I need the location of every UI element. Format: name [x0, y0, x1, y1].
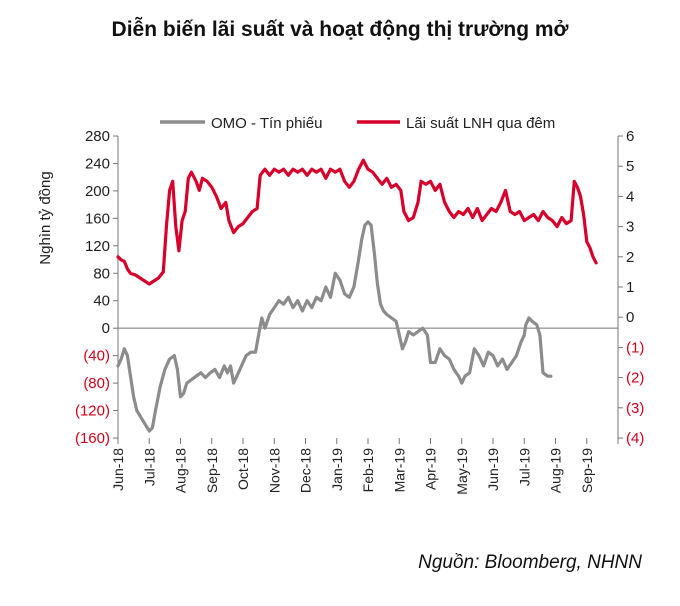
y-right-tick-label: 1: [626, 279, 634, 296]
y-left-tick-label: 160: [85, 210, 110, 227]
y-right-tick-label: (4): [626, 430, 644, 447]
chart-title: Diễn biến lãi suất và hoạt động thị trườ…: [111, 18, 569, 41]
y-left-tick-label: (160): [75, 430, 110, 447]
x-tick-label: Jun-18: [110, 448, 126, 491]
plot-area: [116, 158, 598, 433]
y-left-tick-label: 40: [93, 293, 110, 310]
x-tick-label: Sep-19: [579, 448, 595, 493]
x-tick-label: Sep-18: [204, 448, 220, 493]
x-tick-label: Jun-19: [485, 448, 501, 491]
y-right-tick-label: 3: [626, 219, 634, 236]
x-tick-label: Aug-19: [548, 448, 564, 493]
y-left-tick-label: (120): [75, 403, 110, 420]
y-right-tick-label: (3): [626, 400, 644, 417]
y-right-tick-label: (2): [626, 370, 644, 387]
x-tick-label: Apr-19: [423, 448, 439, 490]
y-left-tick-label: 240: [85, 155, 110, 172]
chart-legend: OMO - Tín phiếu Lãi suất LNH qua đêm: [160, 115, 555, 132]
y-axis-left-label: Nghìn tỷ đồng: [37, 171, 54, 264]
y-right-tick-label: (1): [626, 339, 644, 356]
x-tick-label: Jul-19: [516, 448, 532, 486]
legend-label-omo: OMO - Tín phiếu: [211, 115, 322, 132]
y-right-tick-label: 5: [626, 158, 634, 175]
y-right-tick-label: 6: [626, 128, 634, 145]
y-left-tick-label: (40): [83, 348, 110, 365]
x-tick-label: Nov-18: [266, 448, 282, 493]
y-right-tick-label: 0: [626, 309, 634, 326]
legend-label-rate: Lãi suất LNH qua đêm: [406, 115, 555, 132]
y-left-tick-label: 200: [85, 183, 110, 200]
x-tick-label: Aug-18: [173, 448, 189, 493]
series-line-omo: [116, 220, 553, 433]
x-tick-label: Mar-19: [391, 448, 407, 493]
y-right-tick-label: 2: [626, 249, 634, 266]
x-tick-label: Oct-18: [235, 448, 251, 490]
y-left-tick-label: 80: [93, 265, 110, 282]
x-tick-label: May-19: [454, 448, 470, 495]
y-left-tick-label: 280: [85, 128, 110, 145]
chart-axes: 28024020016012080400(40)(80)(120)(160)65…: [75, 128, 644, 495]
y-left-tick-label: 0: [102, 320, 110, 337]
x-tick-label: Jan-19: [329, 448, 345, 491]
series-line-rate: [116, 158, 598, 286]
source-note: Nguồn: Bloomberg, NHNN: [418, 552, 642, 573]
x-tick-label: Feb-19: [360, 448, 376, 493]
x-tick-label: Dec-18: [298, 448, 314, 493]
x-tick-label: Jul-18: [141, 448, 157, 486]
y-right-tick-label: 4: [626, 188, 634, 205]
y-left-tick-label: 120: [85, 238, 110, 255]
y-left-tick-label: (80): [83, 375, 110, 392]
